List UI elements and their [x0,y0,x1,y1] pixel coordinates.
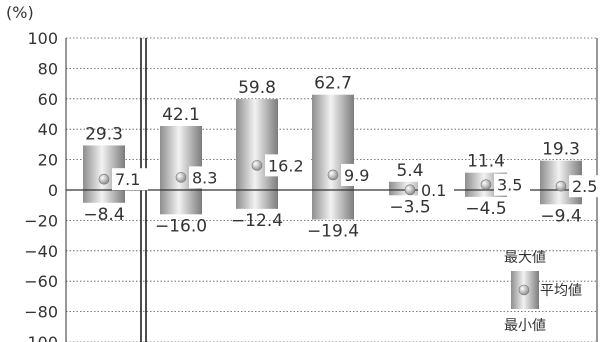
avg-value-label: 0.1 [421,181,446,200]
max-value-label: 19.3 [542,140,580,160]
max-value-label: 5.4 [396,161,423,181]
bars-group [83,94,582,220]
avg-marker [98,173,110,185]
avg-value-label: 16.2 [268,156,304,175]
max-value-label: 42.1 [162,105,200,125]
min-value-label: −16.0 [155,216,207,236]
legend-avg-marker [518,284,530,296]
legend: 最大値 平均値 最小値 [504,250,582,334]
y-tick-label: 40 [38,120,58,139]
avg-value-label: 2.5 [572,177,597,196]
y-unit-label: (%) [6,3,34,22]
legend-max-label: 最大値 [504,250,546,266]
avg-value-label: 3.5 [497,176,522,195]
legend-avg-label: 平均値 [540,283,582,299]
avg-marker [175,172,187,183]
range-bar [236,99,278,209]
y-tick-label: −80 [24,303,58,322]
avg-label-bg [265,154,311,177]
y-tick-label: 0 [48,181,58,200]
range-bar [312,94,354,220]
max-value-label: 29.3 [85,124,123,144]
avg-label-bg [189,166,225,189]
y-tick-label: −40 [24,242,58,261]
y-tick-label: 20 [38,151,58,170]
max-value-label: 59.8 [238,78,276,98]
min-value-label: −3.5 [389,197,430,217]
avg-marker [555,180,567,192]
y-tick-label: −100 [14,333,58,342]
min-value-label: −12.4 [231,211,283,231]
min-value-label: −19.4 [307,221,359,241]
gridlines [66,37,597,342]
min-value-label: −8.4 [83,205,124,225]
avg-value-label: 8.3 [192,168,217,187]
y-tick-label: 60 [38,90,58,109]
avg-value-label: 9.9 [344,166,369,185]
avg-marker [480,179,492,190]
y-tick-labels: 100 80 60 40 20 0 −20 −40 −60 −80 −100 [14,29,58,342]
y-tick-label: 80 [38,59,58,78]
max-value-label: 11.4 [467,152,505,172]
avg-marker [404,184,416,196]
avg-marker [251,160,263,171]
max-value-label: 62.7 [314,74,352,94]
min-value-label: −4.5 [465,199,506,219]
avg-label-bg [494,173,530,196]
avg-label-bg [569,175,605,198]
avg-label-bg [112,168,148,191]
avg-value-label: 7.1 [115,170,140,189]
min-value-label: −9.4 [540,206,581,226]
avg-marker [327,169,339,181]
y-tick-label: 100 [27,29,58,48]
data-labels-group: 7.1 29.3 −8.4 8.3 42.1 −16.0 16.2 59.8 −12.4 9.9 6… [83,74,605,241]
legend-min-label: 最小値 [504,318,546,334]
avg-label-bg [418,178,454,201]
avg-label-bg [341,163,377,186]
y-tick-label: −60 [24,272,58,291]
y-tick-label: −20 [24,211,58,230]
